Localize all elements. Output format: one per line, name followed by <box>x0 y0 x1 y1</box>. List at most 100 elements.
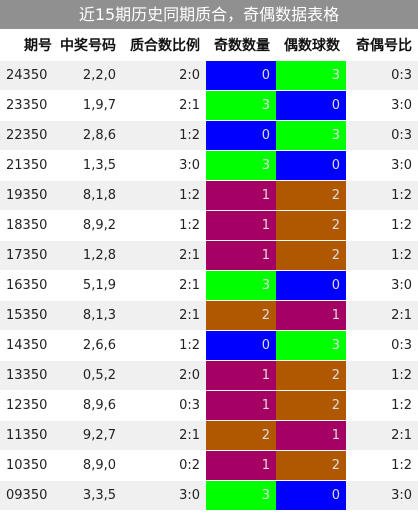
odd-count-cell: 3 <box>206 149 276 180</box>
odd-even-ratio-cell: 1:2 <box>346 179 418 210</box>
odd-even-ratio-cell: 1:2 <box>346 359 418 390</box>
header-winning-numbers: 中奖号码 <box>58 30 122 60</box>
even-count-cell: 3 <box>276 119 346 150</box>
header-row: 期号 中奖号码 质合数比例 奇数数量 偶数球数 奇偶号比 <box>0 30 418 60</box>
odd-even-ratio-cell: 0:3 <box>346 59 418 90</box>
winning-numbers-cell: 2,2,0 <box>58 59 122 90</box>
table-row: 11350 9,2,7 2:1 2 1 2:1 <box>0 419 418 450</box>
winning-numbers-cell: 5,1,9 <box>58 269 122 300</box>
even-count-cell: 1 <box>276 419 346 450</box>
odd-count-cell: 2 <box>206 419 276 450</box>
odd-even-ratio-cell: 0:3 <box>346 329 418 360</box>
even-count-cell: 2 <box>276 239 346 270</box>
prime-ratio-cell: 1:2 <box>122 329 206 360</box>
odd-even-table: 期号 中奖号码 质合数比例 奇数数量 偶数球数 奇偶号比 24350 2,2,0 2… <box>0 30 418 510</box>
odd-count-cell: 3 <box>206 269 276 300</box>
issue-cell: 15350 <box>0 299 58 330</box>
prime-ratio-cell: 2:1 <box>122 269 206 300</box>
odd-count-cell: 1 <box>206 389 276 420</box>
even-count-cell: 2 <box>276 359 346 390</box>
odd-count-cell: 0 <box>206 119 276 150</box>
winning-numbers-cell: 8,9,2 <box>58 209 122 240</box>
table-row: 12350 8,9,6 0:3 1 2 1:2 <box>0 389 418 420</box>
odd-even-ratio-cell: 3:0 <box>346 149 418 180</box>
odd-count-cell: 3 <box>206 89 276 120</box>
winning-numbers-cell: 1,3,5 <box>58 149 122 180</box>
issue-cell: 14350 <box>0 329 58 360</box>
odd-count-cell: 1 <box>206 449 276 480</box>
issue-cell: 21350 <box>0 149 58 180</box>
table-row: 22350 2,8,6 1:2 0 3 0:3 <box>0 119 418 150</box>
prime-ratio-cell: 3:0 <box>122 479 206 510</box>
odd-even-ratio-cell: 2:1 <box>346 299 418 330</box>
even-count-cell: 2 <box>276 179 346 210</box>
odd-even-ratio-cell: 1:2 <box>346 389 418 420</box>
prime-ratio-cell: 1:2 <box>122 119 206 150</box>
even-count-cell: 2 <box>276 449 346 480</box>
issue-cell: 18350 <box>0 209 58 240</box>
winning-numbers-cell: 8,9,6 <box>58 389 122 420</box>
prime-ratio-cell: 3:0 <box>122 149 206 180</box>
even-count-cell: 3 <box>276 59 346 90</box>
even-count-cell: 1 <box>276 299 346 330</box>
winning-numbers-cell: 2,8,6 <box>58 119 122 150</box>
table-title: 近15期历史同期质合，奇偶数据表格 <box>0 0 418 30</box>
odd-count-cell: 3 <box>206 479 276 510</box>
table-row: 19350 8,1,8 1:2 1 2 1:2 <box>0 179 418 210</box>
odd-even-ratio-cell: 3:0 <box>346 269 418 300</box>
issue-cell: 19350 <box>0 179 58 210</box>
odd-even-ratio-cell: 1:2 <box>346 209 418 240</box>
even-count-cell: 0 <box>276 269 346 300</box>
odd-even-ratio-cell: 3:0 <box>346 479 418 510</box>
prime-ratio-cell: 2:1 <box>122 299 206 330</box>
odd-count-cell: 2 <box>206 299 276 330</box>
issue-cell: 13350 <box>0 359 58 390</box>
issue-cell: 16350 <box>0 269 58 300</box>
odd-even-ratio-cell: 1:2 <box>346 449 418 480</box>
header-even-count: 偶数球数 <box>276 30 346 60</box>
odd-even-ratio-cell: 2:1 <box>346 419 418 450</box>
issue-cell: 17350 <box>0 239 58 270</box>
prime-ratio-cell: 2:0 <box>122 59 206 90</box>
odd-count-cell: 0 <box>206 329 276 360</box>
prime-ratio-cell: 2:1 <box>122 89 206 120</box>
winning-numbers-cell: 2,6,6 <box>58 329 122 360</box>
table-row: 23350 1,9,7 2:1 3 0 3:0 <box>0 89 418 120</box>
odd-count-cell: 0 <box>206 59 276 90</box>
odd-count-cell: 1 <box>206 179 276 210</box>
odd-count-cell: 1 <box>206 239 276 270</box>
winning-numbers-cell: 9,2,7 <box>58 419 122 450</box>
prime-ratio-cell: 0:3 <box>122 389 206 420</box>
table-header: 期号 中奖号码 质合数比例 奇数数量 偶数球数 奇偶号比 <box>0 30 418 60</box>
odd-count-cell: 1 <box>206 209 276 240</box>
header-odd-count: 奇数数量 <box>206 30 276 60</box>
issue-cell: 12350 <box>0 389 58 420</box>
winning-numbers-cell: 8,1,3 <box>58 299 122 330</box>
table-row: 09350 3,3,5 3:0 3 0 3:0 <box>0 479 418 510</box>
table-row: 14350 2,6,6 1:2 0 3 0:3 <box>0 329 418 360</box>
odd-even-ratio-cell: 3:0 <box>346 89 418 120</box>
table-row: 21350 1,3,5 3:0 3 0 3:0 <box>0 149 418 180</box>
winning-numbers-cell: 0,5,2 <box>58 359 122 390</box>
issue-cell: 09350 <box>0 479 58 510</box>
winning-numbers-cell: 8,9,0 <box>58 449 122 480</box>
even-count-cell: 3 <box>276 329 346 360</box>
winning-numbers-cell: 3,3,5 <box>58 479 122 510</box>
table-row: 18350 8,9,2 1:2 1 2 1:2 <box>0 209 418 240</box>
even-count-cell: 2 <box>276 209 346 240</box>
table-row: 13350 0,5,2 2:0 1 2 1:2 <box>0 359 418 390</box>
table-row: 17350 1,2,8 2:1 1 2 1:2 <box>0 239 418 270</box>
even-count-cell: 0 <box>276 89 346 120</box>
issue-cell: 11350 <box>0 419 58 450</box>
issue-cell: 23350 <box>0 89 58 120</box>
table-row: 24350 2,2,0 2:0 0 3 0:3 <box>0 59 418 90</box>
header-odd-even-ratio: 奇偶号比 <box>346 30 418 60</box>
even-count-cell: 2 <box>276 389 346 420</box>
winning-numbers-cell: 8,1,8 <box>58 179 122 210</box>
table-row: 10350 8,9,0 0:2 1 2 1:2 <box>0 449 418 480</box>
winning-numbers-cell: 1,2,8 <box>58 239 122 270</box>
table-row: 16350 5,1,9 2:1 3 0 3:0 <box>0 269 418 300</box>
header-issue: 期号 <box>0 30 58 60</box>
prime-ratio-cell: 1:2 <box>122 209 206 240</box>
